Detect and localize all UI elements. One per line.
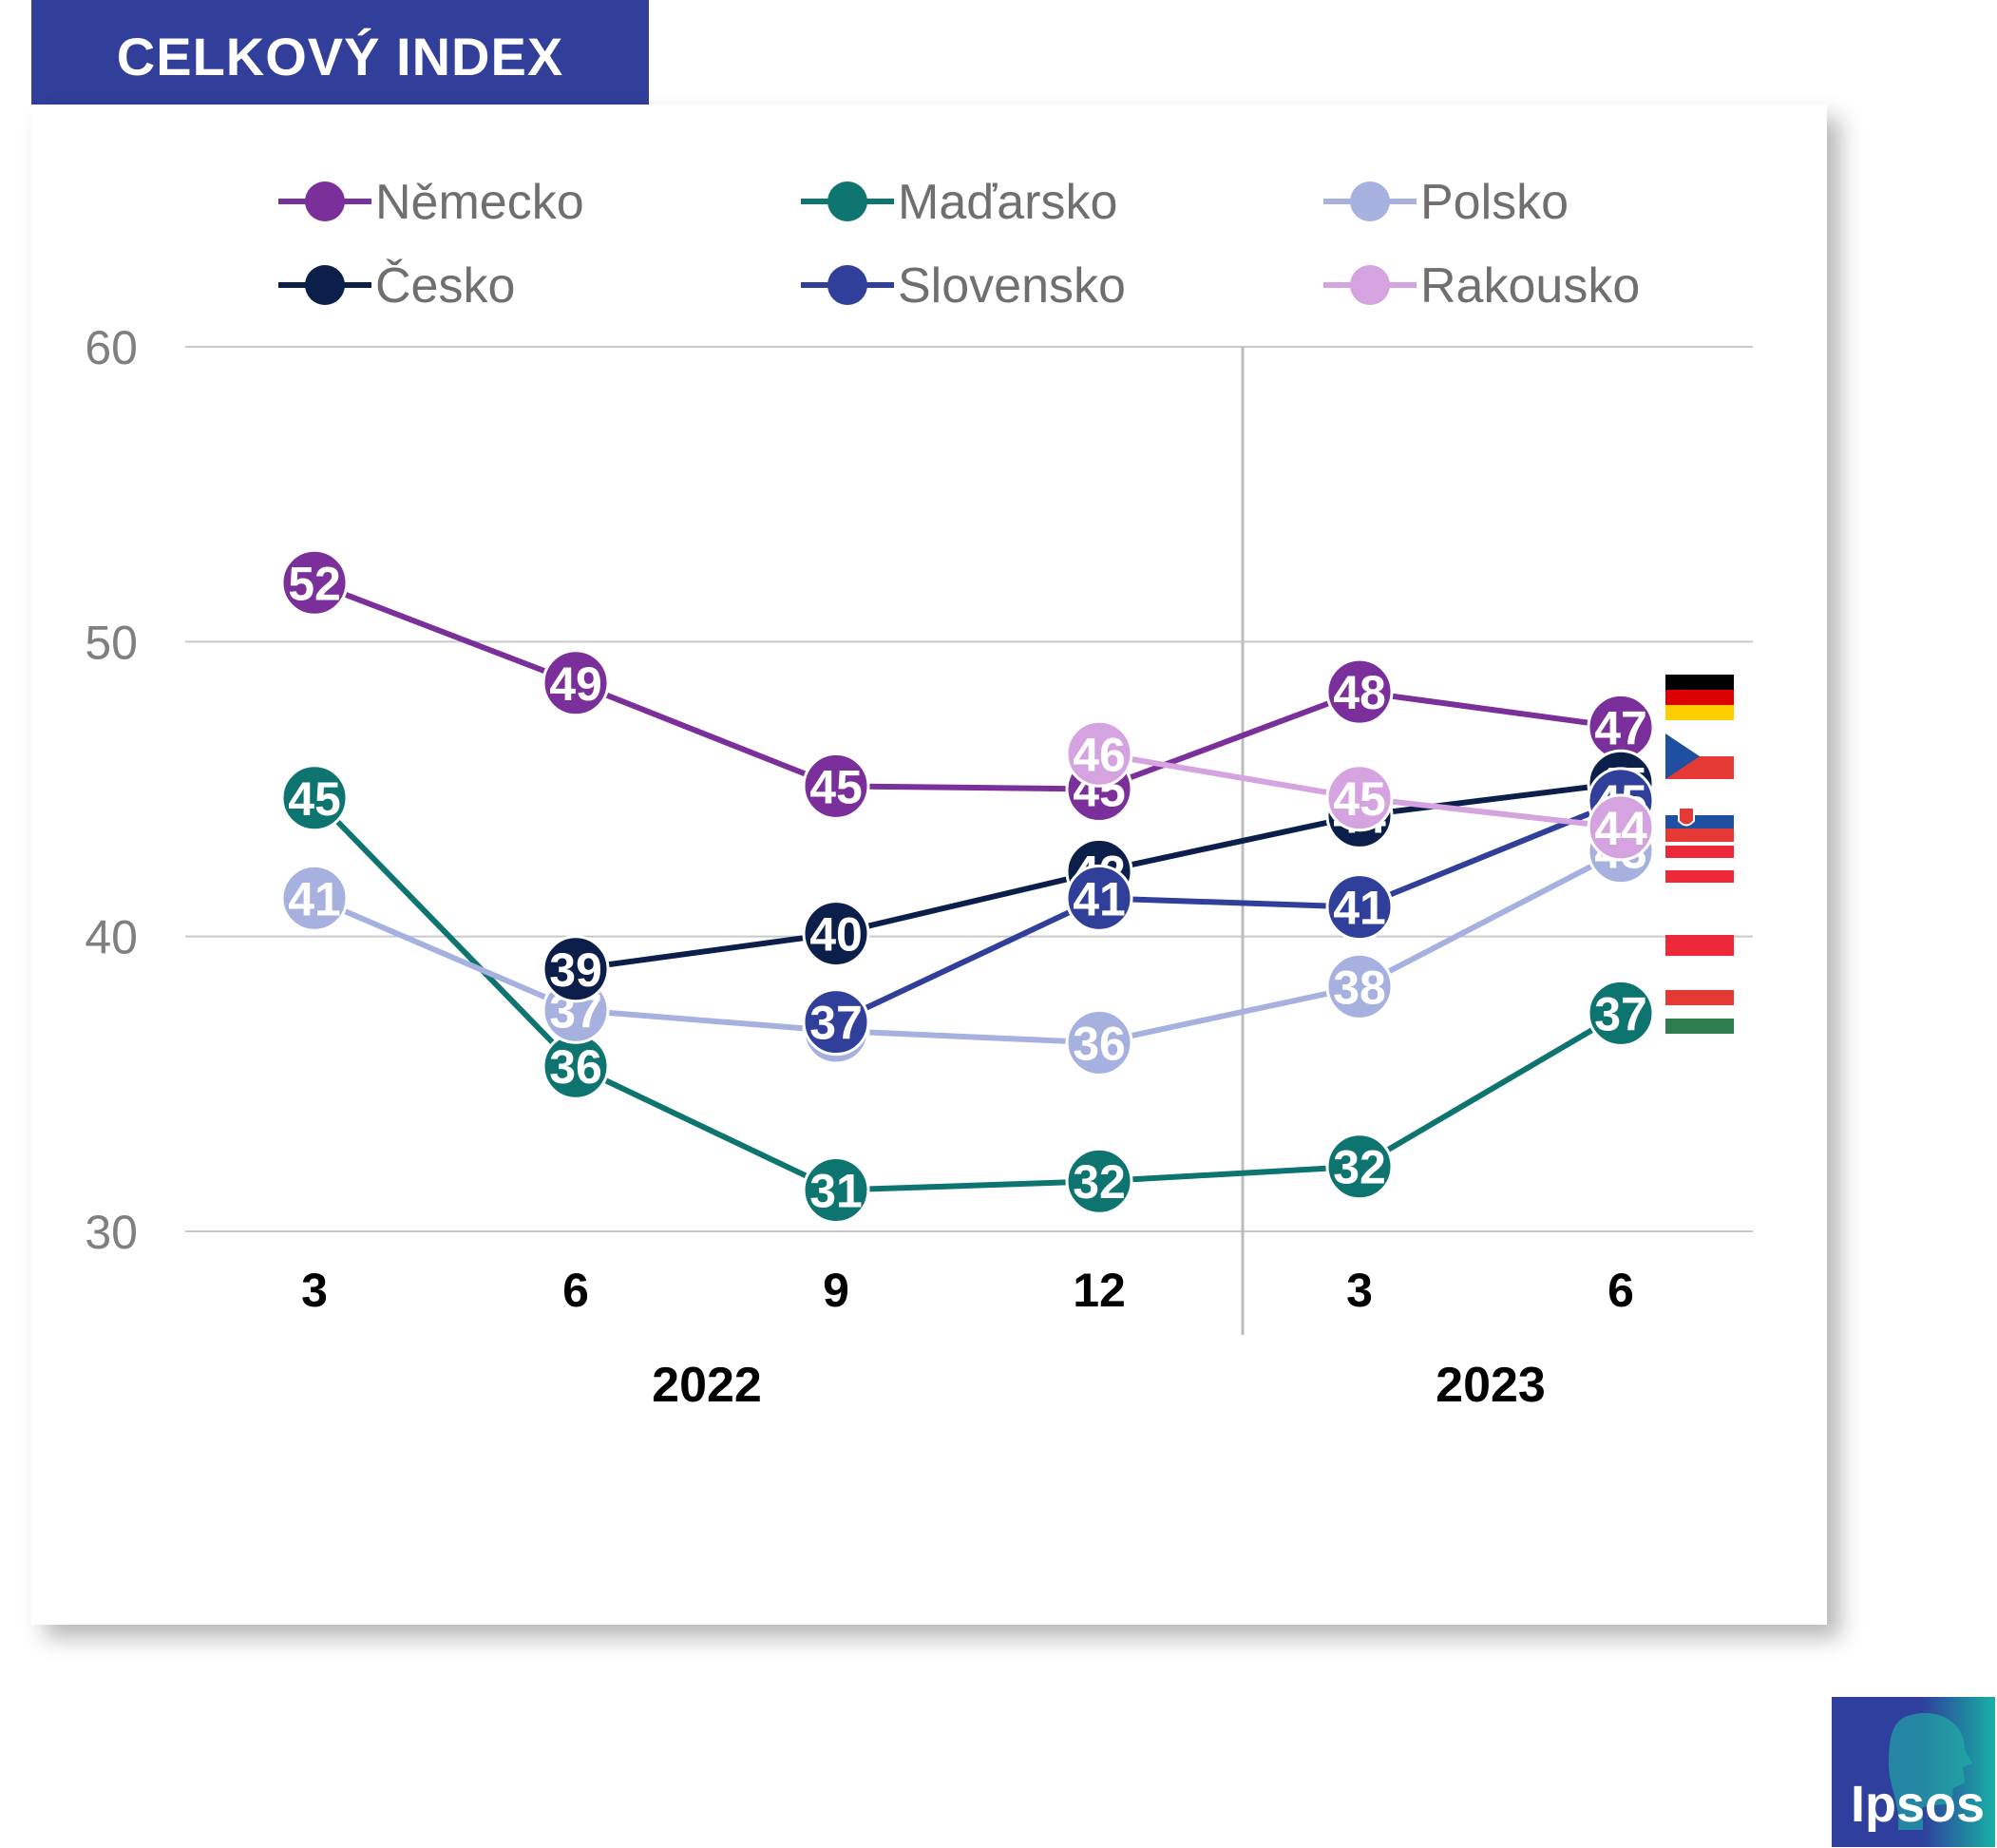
data-point bbox=[802, 988, 870, 1057]
data-point bbox=[802, 900, 870, 968]
data-label: 36 bbox=[1073, 1017, 1126, 1070]
data-point bbox=[542, 935, 610, 1003]
data-label: 45 bbox=[1333, 772, 1386, 826]
legend-marker bbox=[827, 181, 867, 221]
hungary-flag bbox=[1665, 1019, 1734, 1034]
data-label: 41 bbox=[1333, 882, 1386, 935]
slovakia-flag bbox=[1665, 815, 1734, 829]
data-label: 37 bbox=[1594, 987, 1647, 1040]
data-label: 44 bbox=[1594, 802, 1647, 855]
data-point bbox=[280, 864, 349, 932]
data-point bbox=[280, 548, 349, 617]
legend-marker bbox=[827, 265, 867, 305]
czech-flag bbox=[1665, 733, 1700, 779]
legend-label: Rakousko bbox=[1420, 258, 1640, 314]
data-point bbox=[542, 649, 610, 717]
x-tick-label: 6 bbox=[1607, 1264, 1634, 1317]
austria-flag bbox=[1665, 846, 1734, 858]
data-label: 47 bbox=[1594, 701, 1647, 754]
data-point bbox=[1065, 864, 1133, 932]
germany-flag bbox=[1665, 705, 1734, 720]
data-label: 46 bbox=[1073, 728, 1126, 781]
legend-label: Česko bbox=[375, 258, 515, 314]
data-point bbox=[280, 764, 349, 832]
data-point bbox=[1065, 719, 1133, 788]
data-label: 41 bbox=[288, 872, 341, 925]
hungary-flag bbox=[1665, 990, 1734, 1005]
data-label: 32 bbox=[1073, 1155, 1126, 1209]
data-point bbox=[1065, 1147, 1133, 1215]
legend-marker bbox=[1350, 181, 1390, 221]
austria-flag bbox=[1665, 956, 1734, 971]
hungary-flag bbox=[1665, 1005, 1734, 1019]
x-tick-label: 6 bbox=[562, 1264, 589, 1317]
year-label: 2022 bbox=[652, 1358, 762, 1413]
series-line bbox=[312, 795, 1623, 1193]
data-label: 37 bbox=[809, 997, 863, 1050]
data-label: 45 bbox=[809, 760, 863, 813]
ipsos-logo: Ipsos bbox=[1832, 1697, 1995, 1847]
legend-label: Maďarsko bbox=[898, 175, 1117, 230]
austria-flag bbox=[1665, 935, 1734, 956]
austria-flag bbox=[1665, 870, 1734, 883]
data-label: 31 bbox=[809, 1165, 863, 1218]
data-label: 39 bbox=[549, 943, 602, 997]
data-point bbox=[1325, 657, 1394, 726]
data-point bbox=[1587, 793, 1655, 862]
data-point bbox=[1325, 764, 1394, 832]
legend-marker bbox=[1350, 265, 1390, 305]
slovakia-flag bbox=[1678, 807, 1695, 827]
data-label: 52 bbox=[288, 557, 341, 610]
series-line bbox=[313, 580, 1622, 792]
legend-label: Polsko bbox=[1420, 175, 1569, 230]
y-tick-label: 40 bbox=[85, 911, 138, 964]
chart-panel: 30 40 50 60 3 6 9 12 3 6 2022 2023 Německo Maďarsko Po… bbox=[31, 105, 1827, 1625]
x-tick-label: 3 bbox=[301, 1264, 328, 1317]
y-tick-label: 50 bbox=[85, 616, 138, 669]
data-label: 49 bbox=[549, 657, 602, 711]
data-point bbox=[1325, 952, 1394, 1020]
data-point bbox=[802, 752, 870, 820]
germany-flag bbox=[1665, 675, 1734, 690]
data-point bbox=[1065, 1008, 1133, 1076]
series-line bbox=[834, 798, 1623, 1025]
chart-title: CELKOVÝ INDEX bbox=[116, 26, 564, 86]
legend-label: Slovensko bbox=[898, 258, 1126, 314]
data-label: 32 bbox=[1333, 1141, 1386, 1194]
data-point bbox=[1325, 873, 1394, 942]
chart-title-banner: CELKOVÝ INDEX bbox=[31, 0, 649, 112]
y-tick-label: 30 bbox=[85, 1206, 138, 1259]
germany-flag bbox=[1665, 690, 1734, 705]
legend-marker bbox=[305, 265, 345, 305]
legend-label: Německo bbox=[375, 175, 584, 230]
logo-text: Ipsos bbox=[1851, 1776, 1986, 1833]
data-label: 41 bbox=[1073, 872, 1126, 925]
slovakia-flag bbox=[1665, 829, 1734, 842]
data-point bbox=[1587, 979, 1655, 1047]
data-label: 36 bbox=[549, 1040, 602, 1094]
head-silhouette-icon bbox=[1889, 1712, 1972, 1830]
x-tick-label: 9 bbox=[823, 1264, 849, 1317]
x-tick-label: 3 bbox=[1346, 1264, 1373, 1317]
data-label: 38 bbox=[1333, 961, 1386, 1014]
data-label: 45 bbox=[288, 772, 341, 826]
series-line bbox=[313, 848, 1623, 1046]
y-tick-label: 60 bbox=[85, 321, 138, 374]
slovakia-flag bbox=[1665, 806, 1734, 815]
x-tick-label: 12 bbox=[1073, 1264, 1126, 1317]
austria-flag bbox=[1665, 858, 1734, 870]
legend-marker bbox=[305, 181, 345, 221]
year-label: 2023 bbox=[1436, 1358, 1546, 1413]
data-label: 48 bbox=[1333, 666, 1386, 719]
data-point bbox=[802, 1156, 870, 1225]
data-label: 40 bbox=[809, 908, 863, 962]
data-point bbox=[1325, 1133, 1394, 1201]
